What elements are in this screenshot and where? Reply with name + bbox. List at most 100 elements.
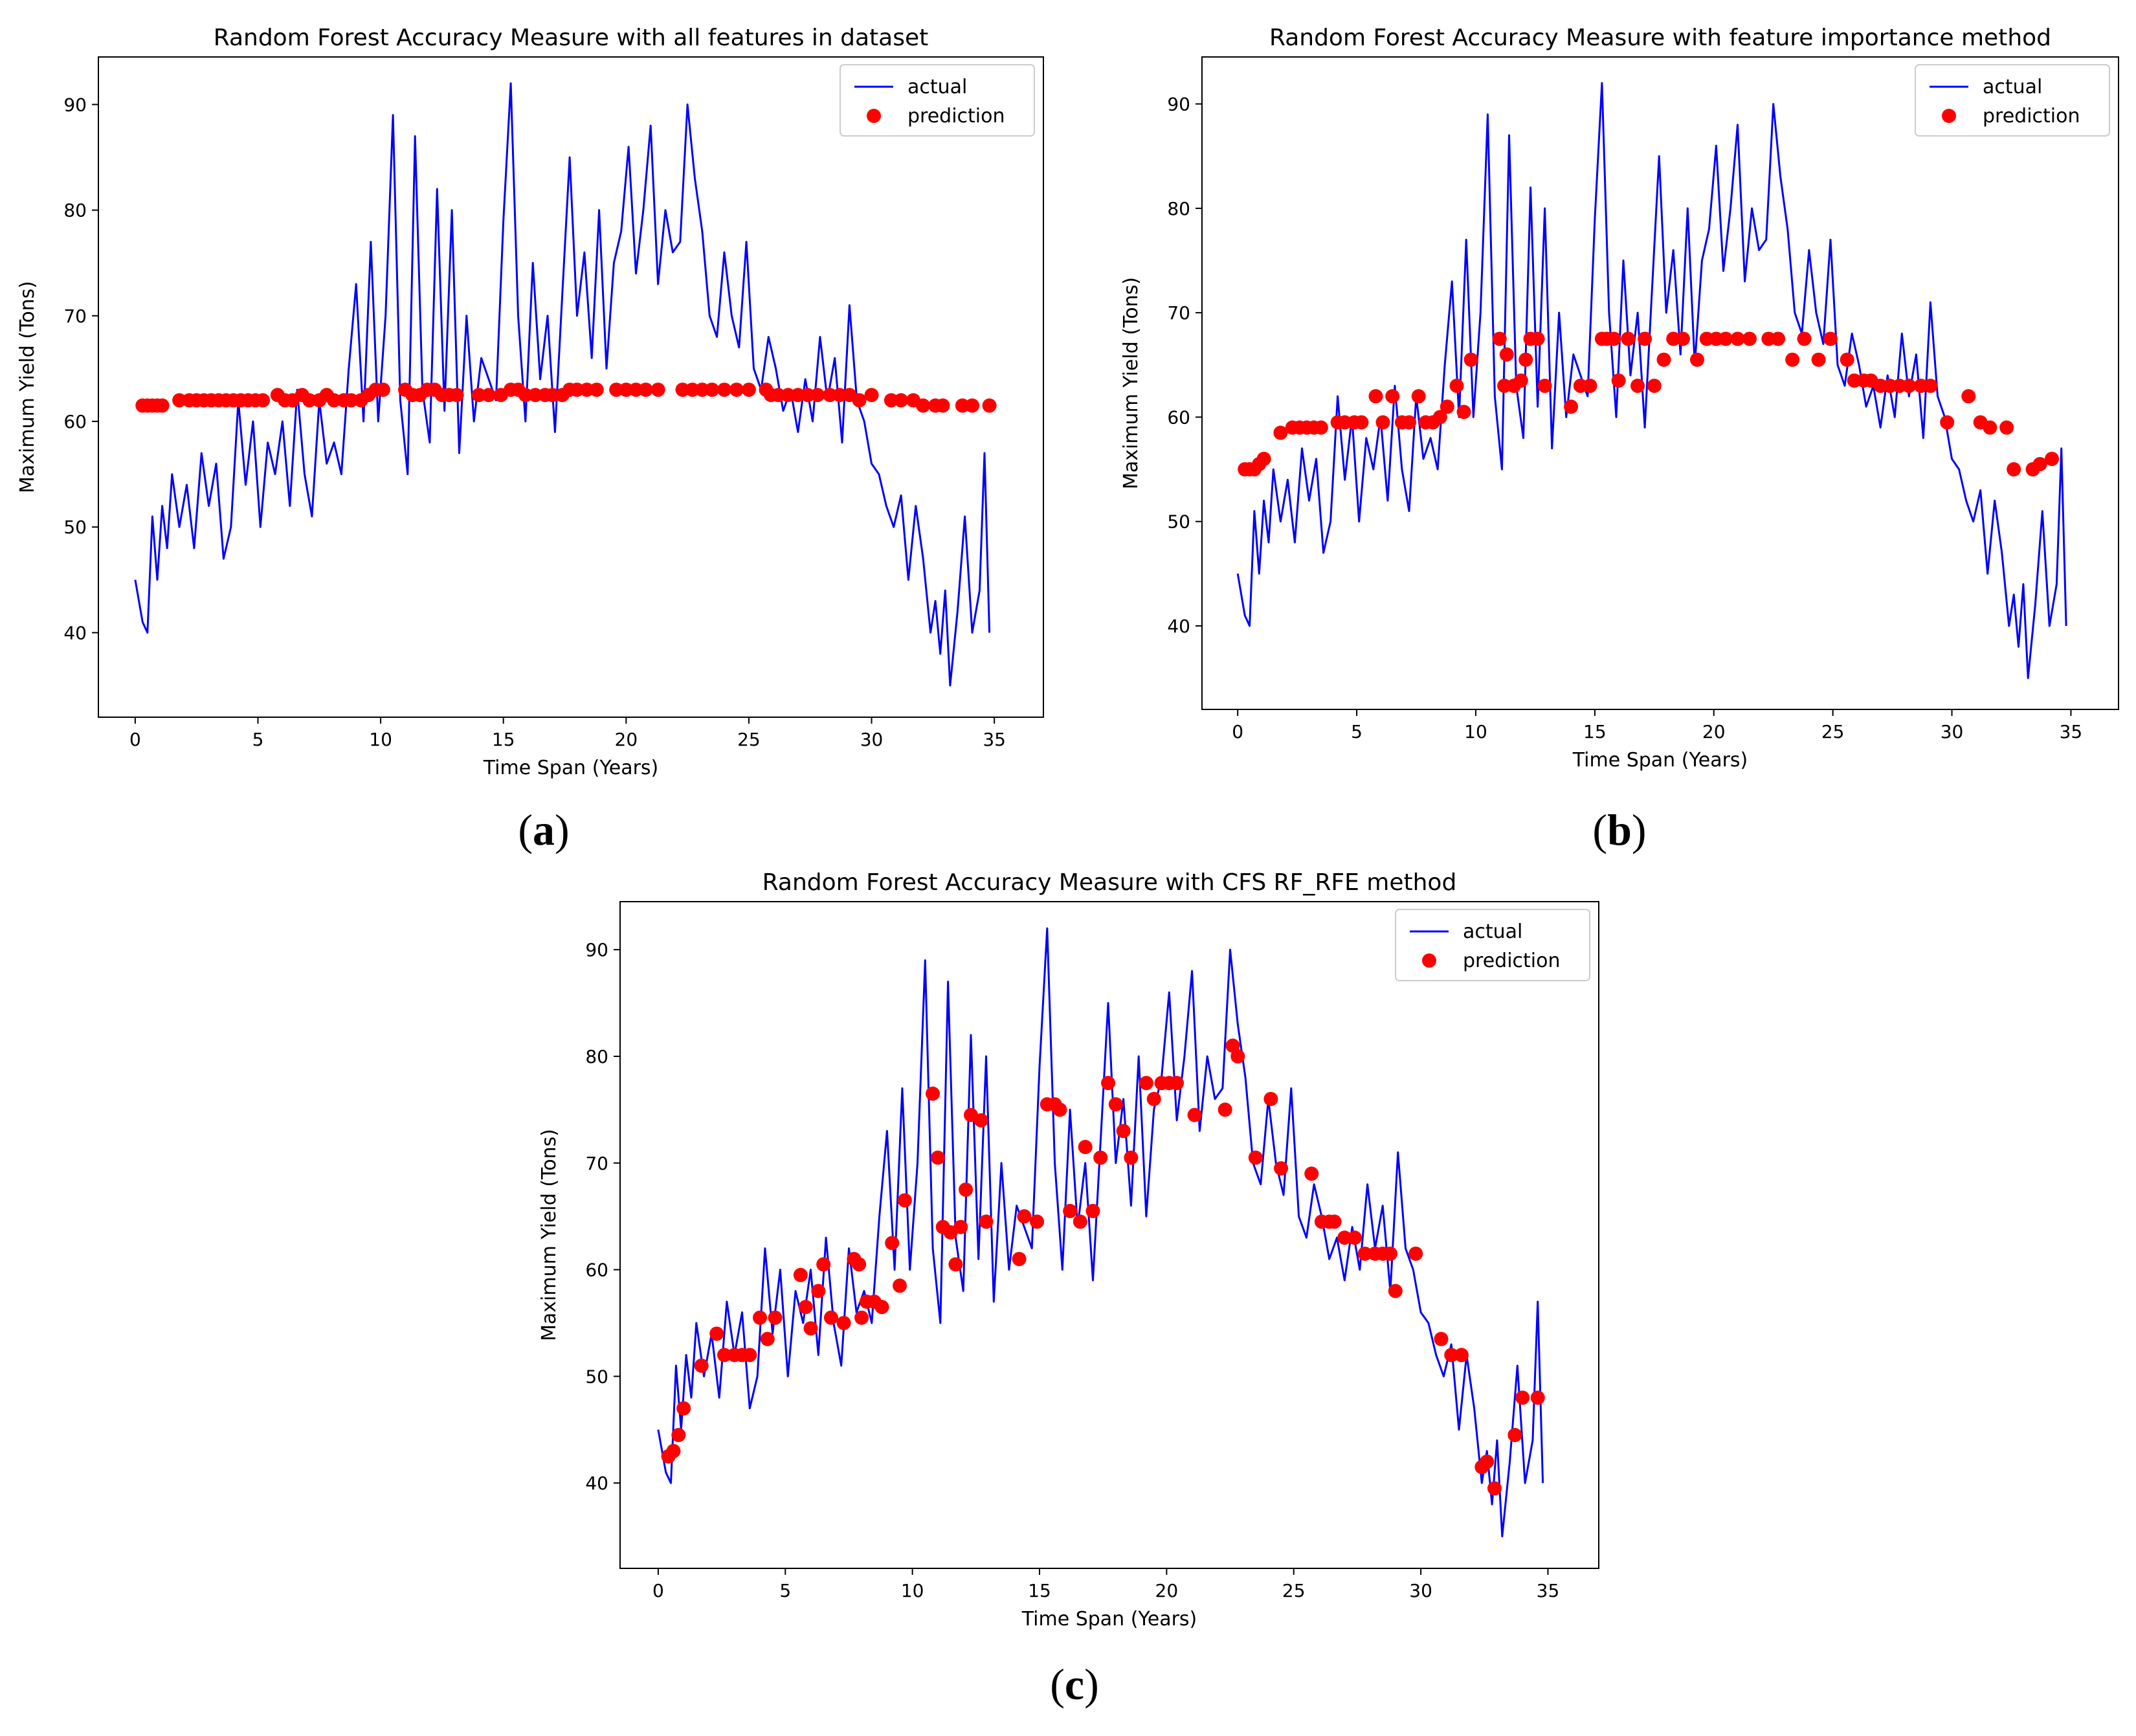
x-tick-label: 35 [983,729,1006,750]
legend-label-prediction: prediction [907,105,1005,128]
prediction-point [800,388,815,403]
prediction-point [926,1086,940,1101]
prediction-point [1440,399,1454,414]
y-tick-label: 70 [1167,302,1190,324]
prediction-point [1327,1214,1342,1229]
prediction-point [1146,1091,1161,1106]
prediction-point [1347,1230,1362,1245]
prediction-point [1248,1150,1263,1165]
prediction-point [874,1300,889,1315]
x-tick-label: 15 [1028,1580,1051,1601]
x-tick-label: 30 [860,729,884,750]
prediction-point [1388,1284,1403,1298]
prediction-point [916,398,931,413]
prediction-point [979,1214,994,1229]
x-tick-label: 25 [1282,1580,1306,1601]
x-tick-label: 25 [1821,721,1845,742]
legend: actual prediction [1395,909,1590,981]
prediction-point [685,383,700,397]
prediction-point [852,1257,867,1272]
prediction-point [1621,331,1636,346]
prediction-point [1463,352,1478,367]
legend-box [840,64,1035,137]
legend-label-actual: actual [1983,76,2042,98]
legend: actual prediction [840,64,1035,137]
prediction-point [1354,415,1369,430]
x-axis-label: Time Span (Years) [1572,749,1748,772]
prediction-point [798,1300,813,1315]
legend-label-prediction: prediction [1463,950,1561,972]
prediction-point [717,383,732,397]
prediction-point [1085,1203,1100,1218]
prediction-point [1170,1076,1185,1091]
y-tick-label: 80 [63,200,87,221]
prediction-point [1017,1209,1032,1224]
prediction-point [742,1348,757,1363]
prediction-point [1690,352,1705,367]
prediction-point [1385,389,1400,404]
prediction-point [803,1321,818,1336]
prediction-point [1797,331,1812,346]
y-tick-label: 90 [585,939,608,961]
prediction-point [1274,1161,1289,1175]
chart-title: Random Forest Accuracy Measure with all … [214,25,929,51]
prediction-point [302,393,317,408]
prediction-point [1515,1390,1530,1405]
y-axis-label: Maximum Yield (Tons) [538,1129,561,1341]
prediction-point [1742,331,1757,346]
prediction-point [893,1278,907,1293]
x-tick-label: 0 [129,729,141,750]
prediction-point [1638,331,1652,346]
prediction-point [1408,1246,1423,1261]
legend-label-actual: actual [907,76,967,98]
y-tick-label: 40 [1167,616,1190,637]
series-line-actual [657,927,1544,1538]
prediction-point [1304,1166,1319,1181]
prediction-point [894,393,909,408]
prediction-point [1432,410,1447,425]
prediction-point [816,1257,831,1272]
prediction-point [1630,379,1645,394]
prediction-point [1368,389,1383,404]
prediction-point [1647,379,1662,394]
prediction-point [1537,379,1552,394]
y-axis-label: Maximum Yield (Tons) [1120,277,1142,489]
legend: actual prediction [1915,64,2110,137]
prediction-point [256,393,271,408]
prediction-point [810,388,825,403]
prediction-point [1499,347,1514,362]
prediction-point [344,393,359,408]
y-tick-label: 80 [1167,198,1190,219]
prediction-point [671,1428,686,1442]
prediction-point [1492,331,1507,346]
caption-paren-open: ( [518,805,533,854]
prediction-point [864,388,879,403]
chart-title: Random Forest Accuracy Measure with feat… [1269,25,2051,51]
y-tick-label: 50 [1167,511,1190,533]
prediction-point [1052,1102,1067,1117]
prediction-point [823,1310,838,1325]
prediction-point [1940,415,1955,430]
prediction-point [1187,1107,1202,1122]
prediction-point [1961,389,1976,404]
caption-paren-open: ( [1592,805,1607,854]
prediction-point [884,393,898,408]
prediction-point [651,383,665,397]
prediction-point [1730,331,1745,346]
prediction-point [1357,1246,1372,1261]
prediction-point [948,1257,963,1272]
x-tick-label: 10 [369,729,392,750]
prediction-point [790,388,805,403]
prediction-point [609,383,624,397]
prediction-point [629,383,643,397]
prediction-point [481,388,496,403]
panel-caption: (a) [518,805,569,854]
x-tick-label: 10 [1464,721,1487,742]
prediction-point [1923,379,1938,394]
prediction-point [1811,352,1826,367]
legend-box [1915,64,2110,137]
prediction-point [638,383,653,397]
caption-paren-close: ) [1632,805,1647,854]
y-tick-label: 50 [585,1366,608,1387]
plot-data [134,82,997,687]
